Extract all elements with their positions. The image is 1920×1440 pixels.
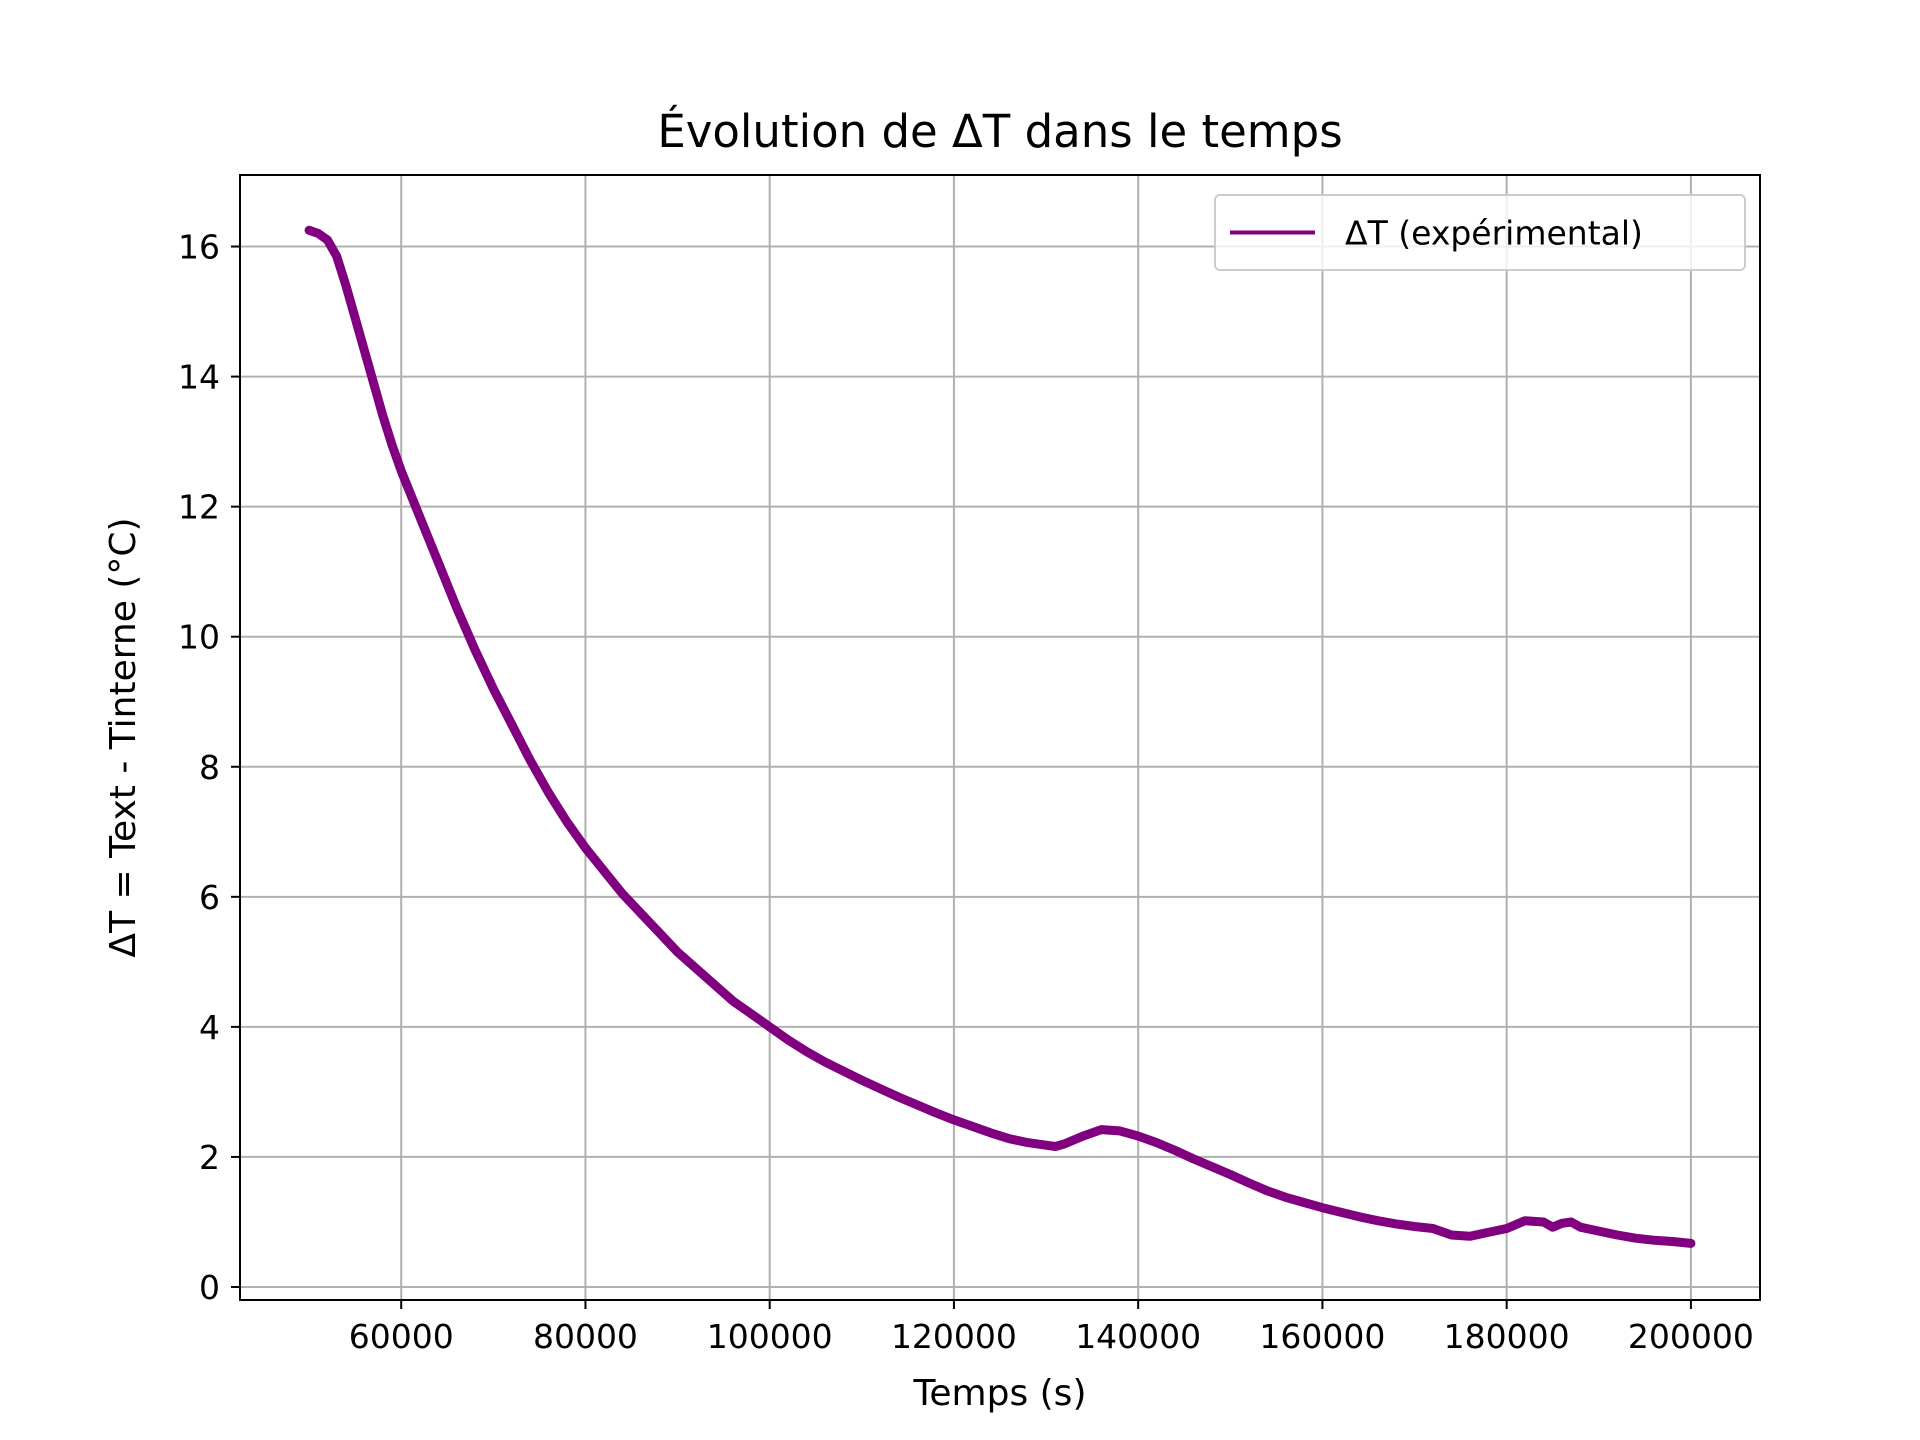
ticks: 60000 80000 100000 120000 140000 160000 180000… [178,228,1754,1356]
x-tick-label: 100000 [707,1317,833,1356]
y-tick-label: 16 [178,228,220,267]
y-tick-label: 4 [199,1008,220,1047]
x-axis-label: Temps (s) [913,1373,1087,1414]
y-tick-label: 14 [178,358,220,397]
y-axis-label: ΔT = Text - Tinterne (°C) [103,517,144,957]
series-line [304,225,1696,1248]
legend-box [1214,194,1746,271]
grid [240,175,1760,1300]
plot-frame [239,174,1761,1301]
x-tick-label: 140000 [1075,1317,1201,1356]
x-tick-label: 200000 [1628,1317,1754,1356]
chart-title: Évolution de ΔT dans le temps [657,105,1342,158]
legend: ΔT (expérimental) [1214,194,1746,271]
y-tick-label: 0 [199,1268,220,1307]
x-tick-label: 60000 [349,1317,454,1356]
legend-label: ΔT (expérimental) [1345,214,1643,253]
y-tick-label: 2 [199,1138,220,1177]
series-layer [304,225,1696,1248]
x-tick-label: 80000 [533,1317,638,1356]
x-tick-label: 120000 [891,1317,1017,1356]
y-tick-label: 12 [178,488,220,527]
y-tick-label: 8 [199,748,220,787]
x-tick-label: 160000 [1259,1317,1385,1356]
x-tick-label: 180000 [1444,1317,1570,1356]
y-tick-label: 6 [199,878,220,917]
y-tick-label: 10 [178,618,220,657]
